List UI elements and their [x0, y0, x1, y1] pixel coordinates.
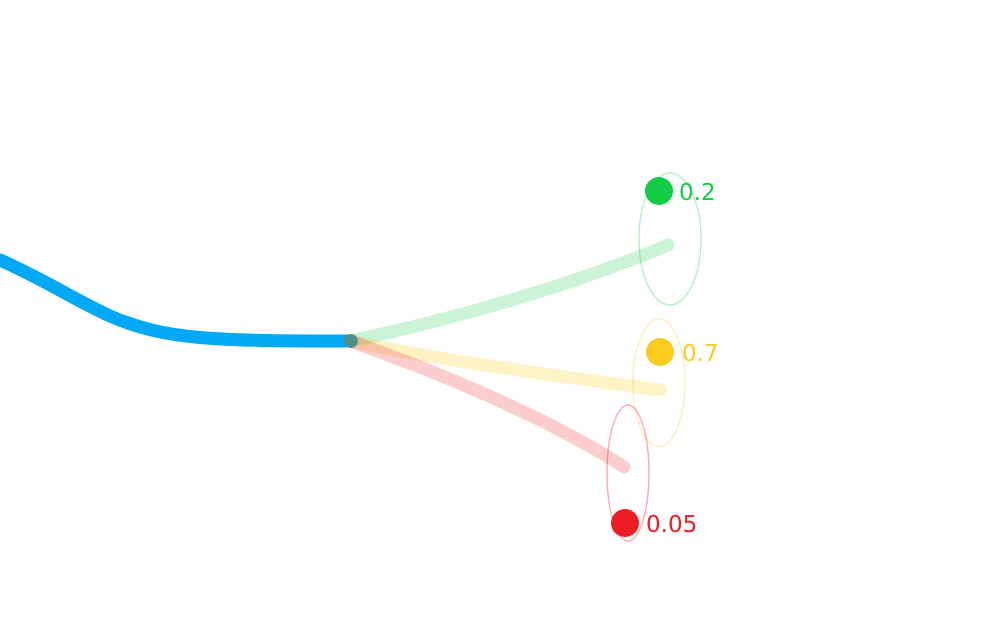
branch-yellow: 0.7: [343, 318, 719, 448]
branch-yellow-probability-label: 0.7: [682, 341, 719, 367]
branch-yellow-path: [343, 334, 667, 397]
branch-red-probability-label: 0.05: [646, 512, 697, 538]
branch-green: 0.2: [343, 172, 716, 348]
history-trajectory: [0, 253, 357, 348]
branch-yellow-circle-marker: [646, 338, 674, 366]
branch-red-path: [343, 334, 631, 474]
branch-red-uncertainty-ellipse: [606, 404, 650, 542]
branch-green-path: [343, 238, 675, 348]
branch-green-circle-marker: [645, 177, 673, 205]
branch-red-circle-marker: [611, 509, 639, 537]
branch-green-uncertainty-ellipse: [638, 172, 702, 306]
current-position-node: [344, 334, 358, 348]
branch-yellow-uncertainty-ellipse: [632, 318, 686, 448]
branch-green-probability-label: 0.2: [679, 180, 716, 206]
branch-red: 0.05: [343, 334, 697, 542]
